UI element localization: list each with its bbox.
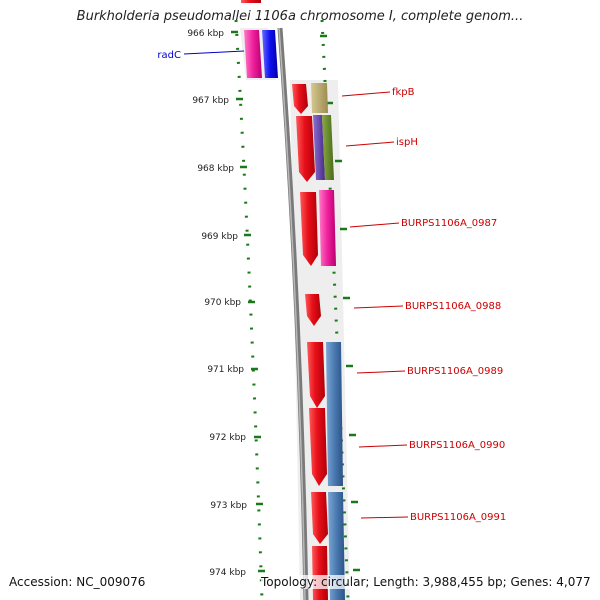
scale-label: 972 kbp [209, 433, 246, 443]
gene-partial-top [241, 0, 261, 3]
gene-steel-0991 [328, 492, 345, 600]
gene-label-0988: BURPS1106A_0988 [405, 301, 501, 312]
gene-label-radC: radC [157, 50, 181, 61]
backbone-arc [277, 27, 309, 600]
gene-label-0987: BURPS1106A_0987 [401, 218, 497, 229]
gene-ispH [322, 115, 334, 180]
gene-red-973 [311, 492, 328, 544]
gene-red-972 [309, 408, 327, 486]
scale-label: 970 kbp [204, 298, 241, 308]
gene-red-970 [305, 294, 321, 326]
gene-label-ispH: ispH [396, 137, 418, 148]
topology-text: Topology: circular; Length: 3,988,455 bp… [261, 575, 591, 589]
gene-labels: radC fkpB ispH BURPS1106A_0987 BURPS1106… [157, 50, 506, 523]
gene-label-0989: BURPS1106A_0989 [407, 366, 503, 377]
label-leaders [183, 50, 409, 519]
gene-magenta-966 [244, 30, 262, 78]
scale-labels: 966 kbp 967 kbp 968 kbp 969 kbp 970 kbp … [187, 29, 247, 578]
gene-red-969 [300, 192, 318, 266]
gene-label-fkpB: fkpB [392, 87, 415, 98]
scale-label: 973 kbp [210, 501, 247, 511]
gene-magenta-0987 [319, 190, 336, 266]
scale-label: 967 kbp [192, 96, 229, 106]
gene-label-0991: BURPS1106A_0991 [410, 512, 506, 523]
gene-fkpB [311, 83, 328, 113]
gene-steel-0989 [326, 342, 343, 486]
scale-label: 966 kbp [187, 29, 224, 39]
map-title: Burkholderia pseudomallei 1106a chromoso… [76, 9, 524, 24]
scale-ticks [231, 30, 360, 573]
scale-label: 971 kbp [207, 365, 244, 375]
scale-label: 968 kbp [197, 164, 234, 174]
scale-label: 974 kbp [209, 568, 246, 578]
gene-label-0990: BURPS1106A_0990 [409, 440, 505, 451]
accession-text: Accession: NC_009076 [9, 575, 146, 589]
gene-ispH-purple [313, 115, 325, 180]
gene-red-971 [307, 342, 325, 408]
outer-ring [234, 19, 264, 600]
gene-radC [262, 30, 278, 78]
gene-red-968 [296, 116, 315, 182]
gene-red-967 [292, 84, 308, 114]
gene-red-974 [312, 546, 328, 600]
backbone-arc-highlight [278, 27, 306, 600]
scale-label: 969 kbp [201, 232, 238, 242]
